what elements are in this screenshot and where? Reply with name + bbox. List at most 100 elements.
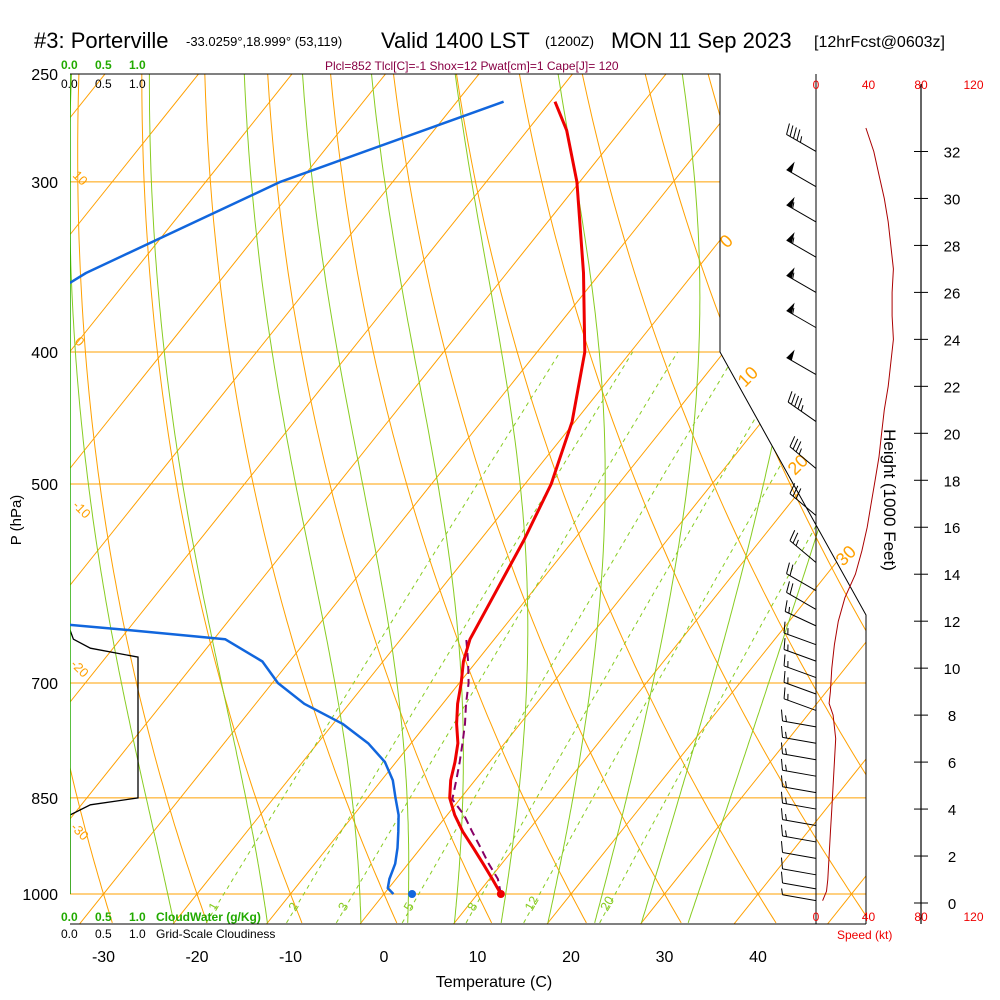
moist-adiabat [148,74,268,923]
mixing-ratio-label: 20 [597,893,617,913]
wind-barb-full [789,583,794,595]
temperature-tick-label: 30 [656,949,674,966]
wind-barb-staff [782,769,817,777]
moist-adiabat [547,74,606,924]
speed-tick-label: 0 [813,78,820,92]
wind-barb-staff [782,736,817,744]
wind-barb-staff [789,446,817,469]
temperature-tick-label: 10 [469,949,487,966]
isotherm-label: 10 [734,363,762,391]
wind-barb-staff [782,786,817,794]
dry-adiabat-label: 10 [70,168,91,189]
top-cloudwater-scale: 1.0 [129,58,146,72]
wind-barb-full [780,871,784,884]
height-tick-label: 12 [944,614,961,631]
wind-barb-staff [782,753,817,761]
wind-barb-full [792,485,799,497]
wind-barb-full [780,758,784,771]
wind-barb-half [785,748,787,755]
wind-barb-half [785,830,787,837]
wind-barb-staff [786,357,817,376]
wind-barb-staff [789,540,817,563]
wind-barb-full [797,398,803,410]
wind-barb-half [792,272,795,279]
forecast-label: [12hrFcst@0603z] [814,34,945,51]
wind-barb-full [780,709,784,722]
height-tick-label: 8 [948,708,956,725]
wind-barb-half [785,764,787,772]
wind-barb-staff [786,239,817,258]
isotherm-line [827,74,866,924]
isotherm-line [70,74,117,924]
wind-barb-full [792,127,797,139]
dry-adiabat [265,74,493,924]
wind-barb-staff [782,882,817,890]
isotherm-line [70,74,398,924]
height-tick-label: 22 [944,379,961,396]
dry-adiabat [576,74,866,924]
isotherm-line [79,74,772,924]
speed-tick-label: 40 [862,78,876,92]
temperature-tick-label: -30 [92,949,115,966]
height-tick-label: 20 [944,426,961,443]
wind-barb-full [795,488,802,499]
temperature-line [448,101,587,895]
sounding-series [70,74,587,898]
pressure-tick-label: 500 [31,477,58,494]
dry-adiabat [514,74,866,924]
wind-barb-staff [782,819,817,826]
height-tick-label: 26 [944,285,961,302]
speed-tick-label: 40 [862,910,876,924]
wind-barb-staff [783,632,817,646]
mixing-ratio-line [286,351,634,924]
wind-barb-staff [786,169,817,188]
speed-axis-label: Speed (kt) [837,928,892,942]
wind-barb-full [784,600,788,612]
wind-barb-staff [783,698,817,711]
bottom-cloudiness-scale: 1.0 [129,927,146,941]
wind-barb-full [792,532,799,544]
wind-barb-full [780,808,784,820]
wind-barb-half [788,606,791,614]
wind-barb-staff [786,310,817,329]
speed-tick-label: 0 [813,910,820,924]
wind-barb-full [795,441,802,453]
dry-adiabat [70,74,113,924]
valid-time: Valid 1400 LST [381,28,530,53]
wind-barb-half [785,797,787,804]
wind-barb-staff [786,134,817,152]
wind-barb-staff [782,894,817,902]
isotherm-label: 0 [716,231,737,252]
mixing-ratio-line [335,351,679,924]
isotherm-line [266,74,866,924]
isotherm-line [70,74,491,924]
wind-barb-full [783,670,786,683]
y-axis-title: P (hPa) [8,495,25,546]
dry-adiabat [390,74,682,924]
wind-barb-staff [786,274,817,293]
wind-barb-staff [783,649,817,662]
isotherm-line [733,74,866,924]
mixing-ratio-label: 12 [521,893,541,913]
temperature-tick-label: 20 [562,949,580,966]
dewpoint-line [70,100,505,895]
mixing-ratio-line [401,351,738,924]
wind-barb-staff [782,802,817,810]
dry-adiabat [77,74,208,924]
wind-barb-full [789,530,796,541]
height-axis-title: Height (1000 Feet) [880,429,899,571]
plot-border [70,73,867,924]
wind-barb-half [795,539,799,546]
wind-speed-profile [822,127,894,901]
wind-barb-full [792,438,799,450]
wind-barb-full [783,654,786,666]
top-cloudiness-scale: 1.0 [129,77,146,91]
wind-barb-pennant [786,349,795,361]
wind-barb-full [789,436,796,447]
wind-barb-full [786,562,790,574]
bottom-cloudiness-scale: 0.5 [95,927,112,941]
wind-barb-half [785,781,787,788]
wind-barb-half [792,237,795,244]
station-title: #3: Porterville [34,28,169,53]
stability-indices: Plcl=852 Tlcl[C]=-1 Shox=12 Pwat[cm]=1 C… [325,59,619,73]
